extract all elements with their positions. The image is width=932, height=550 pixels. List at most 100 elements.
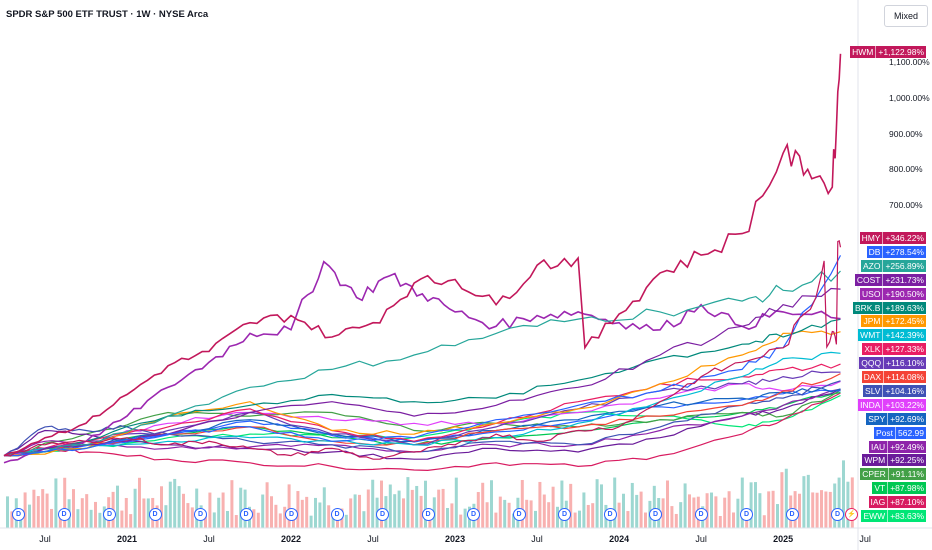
dividend-marker[interactable]: D [12,508,25,521]
series-line-brkb[interactable] [3,318,841,457]
series-tag-value: +103.22% [882,398,926,411]
dividend-marker[interactable]: D [740,508,753,521]
volume-bar [208,492,212,528]
volume-bar [749,482,753,528]
series-line-iag[interactable] [3,392,841,472]
volume-bar [802,476,806,528]
volume-bar [305,496,309,528]
series-line-db[interactable] [3,255,842,457]
y-tick-label: 900.00% [889,128,923,139]
dividend-marker[interactable]: D [376,508,389,521]
series-tag-value: 562.99 [895,426,926,439]
volume-bar [226,510,229,528]
volume-bar [630,482,634,528]
series-tag-value: +346.22% [882,232,926,244]
dividend-marker[interactable]: D [57,508,71,521]
volume-bar [173,478,177,528]
dividend-marker[interactable]: D [285,508,298,521]
volume-bar [410,489,414,528]
series-line-wmt[interactable] [3,351,841,457]
dividend-marker[interactable]: D [330,508,344,521]
series-line-slv[interactable] [3,380,841,457]
volume-bar [569,483,573,528]
series-line-qqq[interactable] [3,370,841,457]
scale-mode-button[interactable]: Mixed [884,5,928,27]
volume-bar [441,488,445,528]
series-line-post[interactable] [3,389,841,457]
series-line-uso[interactable] [3,260,841,464]
series-value-tag: Post 562.99 [873,426,926,439]
volume-bar [727,491,731,528]
series-line-cost[interactable] [3,287,841,457]
series-tag-value: +172.45% [882,315,926,328]
series-line-inda[interactable] [3,380,841,457]
volume-bar [274,504,278,528]
dividend-marker[interactable]: D [831,508,844,521]
series-tag-value: +231.73% [882,273,926,286]
volume-bar [182,493,185,528]
volume-bar [397,490,401,528]
volume-bar [28,504,31,528]
series-line-jpm[interactable] [3,330,841,457]
series-tag-value: +92.25% [887,454,926,467]
dividend-marker[interactable]: D [512,508,526,521]
series-tag-value: +87.98% [887,482,926,495]
volume-bar [586,504,590,528]
volume-bar [278,513,282,528]
series-value-tag: JPM +172.45% [861,315,926,328]
volume-bar [296,491,300,528]
volume-bar [758,493,762,528]
volume-bar [177,486,181,528]
series-line-hwm[interactable] [3,53,842,457]
dividend-marker[interactable]: D [603,508,617,521]
dividend-marker[interactable]: D [148,508,162,521]
volume-bar [437,489,441,528]
series-value-tag: QQQ +116.10% [859,357,926,370]
series-line-xlk[interactable] [3,363,841,457]
dividend-marker[interactable]: D [694,508,708,521]
series-value-tag: DAX +114.08% [861,371,926,383]
series-tag-value: +278.54% [882,245,926,258]
volume-bar [349,498,353,528]
lightning-icon[interactable]: ⚡ [845,508,858,521]
dividend-marker[interactable]: D [421,508,435,521]
volume-bar [850,477,854,528]
series-tag-symbol: DB [868,246,881,257]
series-line-azo[interactable] [3,270,841,457]
x-tick-label: 2024 [609,534,630,544]
series-tag-symbol: XLK [864,344,881,355]
volume-bar [736,498,740,528]
volume-bar [358,494,361,528]
dividend-marker[interactable]: D [649,508,662,521]
volume-bar [732,512,735,528]
volume-bar [76,509,80,528]
dividend-marker[interactable]: D [467,508,480,521]
volume-bar [776,504,779,528]
series-line-cper[interactable] [3,389,841,457]
dividend-marker[interactable]: D [239,508,253,521]
series-tag-symbol: IAG [870,497,886,508]
x-tick-label: 2022 [281,534,302,544]
series-value-tag: USO +190.50% [860,287,926,300]
series-value-tag: WMT +142.39% [858,329,926,342]
dividend-marker[interactable]: D [558,508,571,521]
dividend-marker[interactable]: D [194,508,207,521]
series-tag-symbol: HWM [852,47,874,57]
series-value-tag: INDA +103.22% [858,398,926,411]
y-tick-label: 700.00% [889,200,923,210]
dividend-marker[interactable]: D [785,508,799,521]
volume-bar [314,497,317,528]
volume-bar [463,508,467,528]
series-tag-symbol: INDA [860,399,881,410]
series-tag-symbol: QQQ [861,358,882,369]
series-line-hmy[interactable] [3,240,842,460]
volume-bar [366,489,370,528]
volume-bar [388,484,392,528]
volume-bar [45,493,49,528]
dividend-marker[interactable]: D [103,508,116,521]
volume-bar [459,514,463,528]
series-value-tag: VT +87.98% [872,482,926,495]
series-tag-value: +116.10% [883,357,926,370]
series-tag-symbol: WMT [860,330,881,341]
